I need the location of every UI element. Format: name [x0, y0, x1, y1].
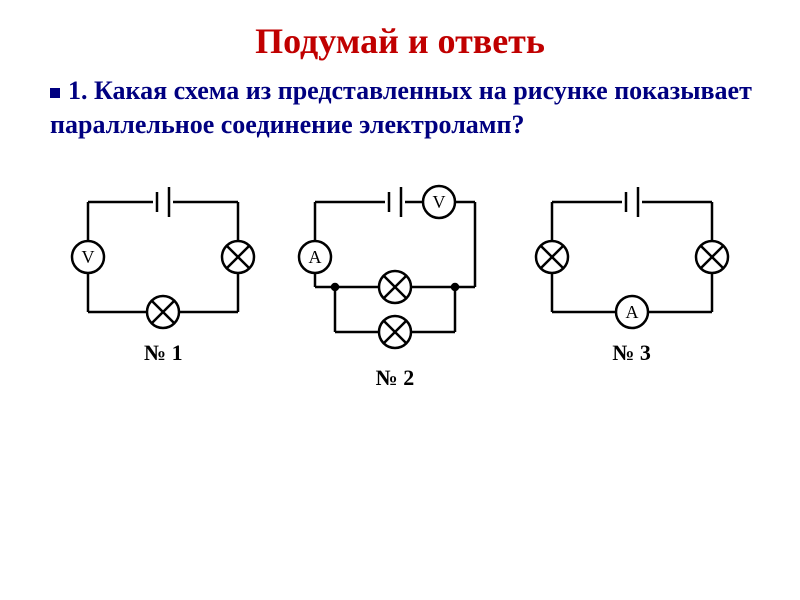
- svg-text:V: V: [432, 192, 445, 212]
- circuit-3-label: № 3: [612, 340, 651, 366]
- circuit-2-svg: V A: [295, 182, 495, 357]
- circuit-1: V № 1: [68, 182, 258, 366]
- circuit-3: A № 3: [532, 182, 732, 366]
- bullet-icon: [50, 88, 60, 98]
- question-text: 1. Какая схема из представленных на рису…: [40, 74, 760, 142]
- question-body: Какая схема из представленных на рисунке…: [50, 76, 752, 139]
- circuit-1-label: № 1: [144, 340, 183, 366]
- circuit-2-label: № 2: [376, 365, 415, 391]
- svg-text:A: A: [625, 302, 638, 322]
- svg-text:V: V: [82, 247, 95, 267]
- question-number: 1.: [68, 76, 88, 105]
- circuit-2: V A № 2: [295, 182, 495, 391]
- circuit-3-svg: A: [532, 182, 732, 332]
- circuit-1-svg: V: [68, 182, 258, 332]
- svg-text:A: A: [308, 247, 321, 267]
- page-title: Подумай и ответь: [40, 20, 760, 62]
- circuits-row: V № 1: [40, 182, 760, 391]
